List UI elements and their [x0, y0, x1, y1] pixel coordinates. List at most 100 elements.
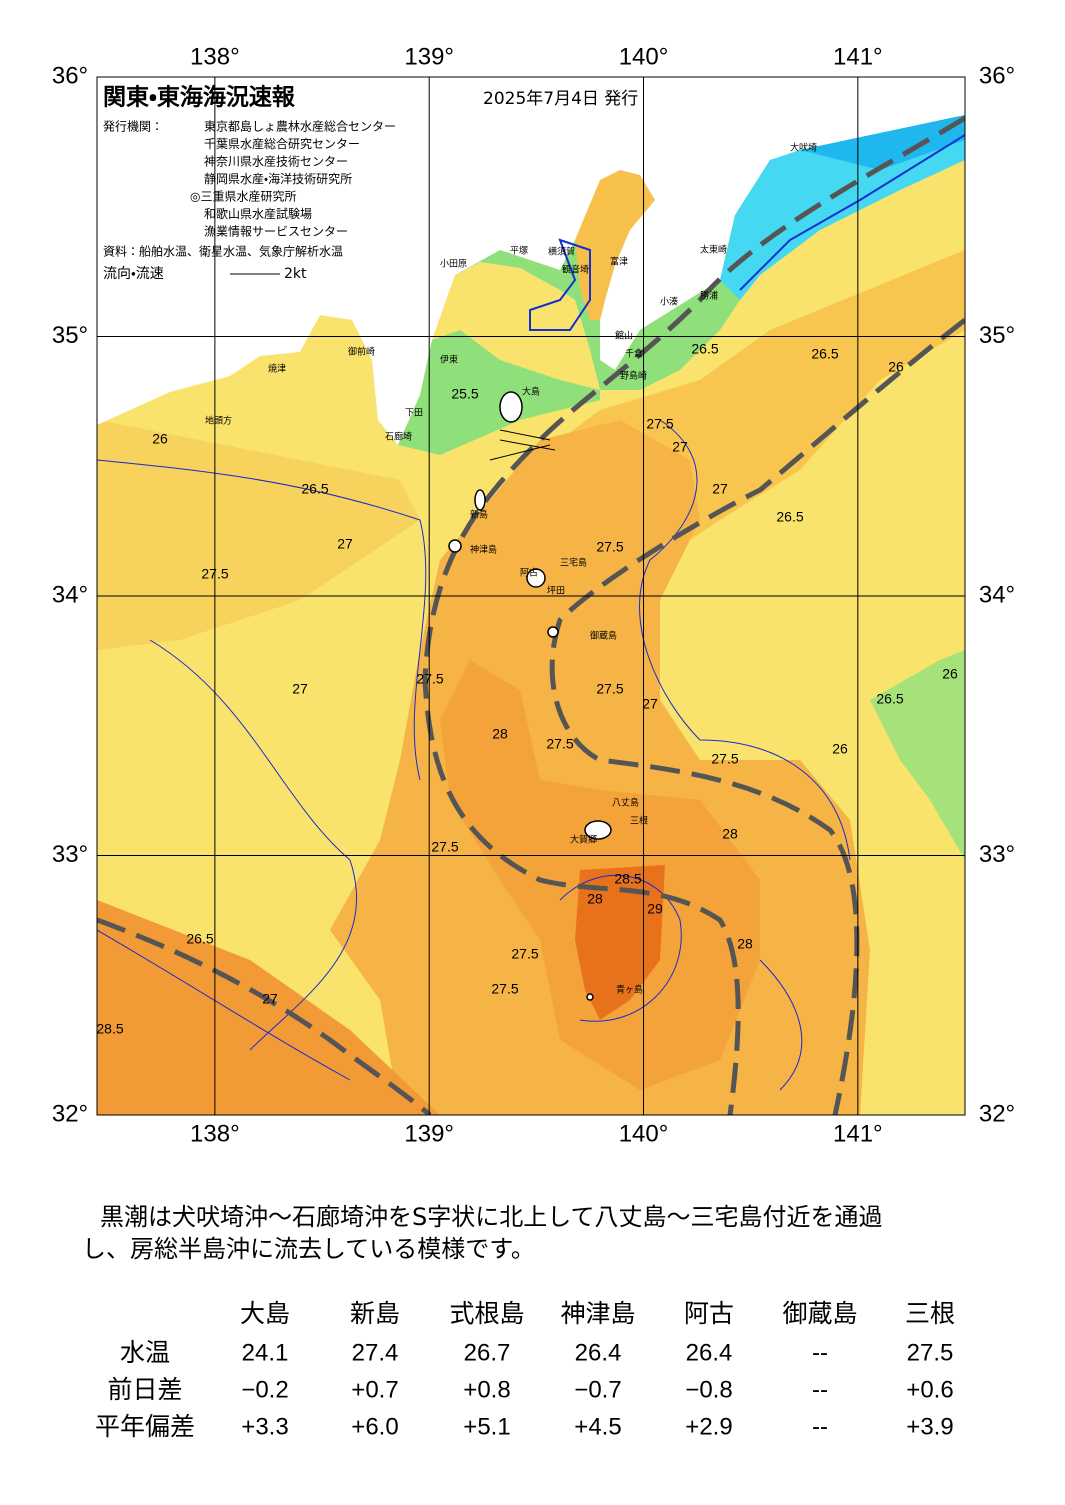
place-name: 焼津 [268, 364, 286, 375]
contour-label: 26.5 [876, 691, 903, 707]
contour-label: 28 [722, 826, 738, 842]
lat-tick-label: 33° [979, 841, 1015, 868]
contour-label: 26 [942, 666, 958, 682]
place-name: 地頭方 [205, 415, 232, 427]
place-name: 富津 [610, 256, 628, 268]
contour-label: 28 [492, 726, 508, 742]
contour-label: 26.5 [776, 509, 803, 525]
contour-label: 26.5 [301, 481, 328, 497]
contour-label: 25.5 [451, 386, 478, 402]
cell: 27.5 [907, 1339, 954, 1366]
contour-label: 27 [262, 991, 278, 1007]
issuer: 静岡県水産・海洋技術研究所 [204, 171, 352, 186]
cell: +0.6 [906, 1376, 953, 1403]
place-name: 八丈島 [612, 797, 639, 809]
issuer: 和歌山県水産試験場 [204, 206, 312, 221]
place-name: 御蔵島 [590, 630, 617, 642]
row-label: 水温 [120, 1338, 170, 1367]
place-name: 平塚 [510, 246, 528, 257]
lat-tick-label: 32° [52, 1100, 88, 1127]
place-name: 大島 [522, 386, 540, 398]
cell: +2.9 [685, 1413, 732, 1440]
contour-label: 28 [587, 891, 603, 907]
cell: 27.4 [352, 1339, 399, 1366]
cell: +3.9 [906, 1413, 953, 1440]
column-header: 三根 [905, 1299, 955, 1328]
issuer: 東京都島しょ農林水産総合センター [204, 119, 396, 134]
place-name: 三根 [630, 815, 648, 827]
sea-zone [575, 865, 665, 1020]
lat-tick-label: 33° [52, 841, 88, 868]
contour-label: 27.5 [431, 839, 458, 855]
lat-tick-label: 35° [52, 322, 88, 349]
lat-tick-label: 36° [979, 62, 1015, 89]
current-line [739, 134, 965, 291]
lat-tick-label: 34° [52, 581, 88, 608]
contour-label: 27.5 [546, 736, 573, 752]
place-name: 伊東 [440, 354, 458, 366]
place-name: 野島崎 [620, 370, 647, 382]
title: 関東・東海海況速報 [103, 84, 296, 111]
contour-label: 27.5 [646, 416, 673, 432]
issuers: 東京都島しょ農林水産総合センター千葉県水産総合研究センター神奈川県水産技術センタ… [190, 119, 396, 239]
contour-label: 29 [647, 901, 663, 917]
place-name: 小湊 [660, 296, 678, 308]
place-name: 石廊埼 [385, 431, 412, 443]
contour-label: 26.5 [691, 341, 718, 357]
place-name: 観音埼 [562, 264, 589, 276]
current-line [529, 238, 591, 331]
lon-tick-label: 139° [404, 1120, 454, 1147]
lon-tick-label: 141° [833, 43, 883, 70]
contour-label: 26.5 [186, 931, 213, 947]
place-name: 横須賀 [548, 246, 575, 258]
contour-label: 26 [888, 359, 904, 375]
contour-label: 26 [152, 431, 168, 447]
summary-line: 黒潮は犬吠埼沖～石廊埼沖をS字状に北上して八丈島～三宅島付近を通過 [100, 1203, 883, 1231]
contour-label: 27 [292, 681, 308, 697]
cell: +4.5 [574, 1413, 621, 1440]
ticks: 138° 138° 139° 139° 140° 140° 141° 141° 32° 32° 33… [52, 43, 1015, 1147]
place-name: 御前崎 [348, 346, 375, 358]
column-header: 御蔵島 [782, 1299, 857, 1328]
place-name: 阿古 [520, 567, 538, 579]
sea-zone [97, 420, 420, 650]
sea-zone [870, 650, 965, 860]
contour-label: 27.5 [596, 539, 623, 555]
place-name: 館山 [615, 330, 633, 342]
lat-tick-label: 35° [979, 322, 1015, 349]
contour-label: 27 [642, 696, 658, 712]
cell: +5.1 [463, 1413, 510, 1440]
isotherms [97, 419, 851, 1091]
place-name: 大吠埼 [790, 142, 817, 154]
lat-tick-label: 32° [979, 1100, 1015, 1127]
column-header: 大島 [240, 1299, 290, 1328]
contour-label: 27 [712, 481, 728, 497]
contour-label: 27 [337, 536, 353, 552]
place-name: 神津島 [470, 544, 497, 556]
lat-tick-label: 36° [52, 62, 88, 89]
contour-label: 28.5 [614, 871, 641, 887]
summary-line: し、房総半島沖に流去している模様です。 [82, 1235, 535, 1263]
coastal-zone [398, 240, 740, 455]
cell: -- [812, 1339, 828, 1366]
row-label: 前日差 [107, 1375, 182, 1404]
lon-tick-label: 140° [619, 1120, 669, 1147]
cell: +3.3 [241, 1413, 288, 1440]
column-header: 神津島 [560, 1299, 635, 1328]
issuer: 漁業情報サービスセンター [204, 225, 348, 239]
lon-tick-label: 140° [619, 43, 669, 70]
contour-label: 28.5 [96, 1021, 123, 1037]
cell: +6.0 [351, 1413, 398, 1440]
contour-label: 26 [832, 741, 848, 757]
issuer: 千葉県水産総合研究センター [204, 136, 360, 151]
column-header: 阿古 [684, 1299, 734, 1328]
place-name: 青ヶ島 [616, 984, 643, 996]
legend-scale: 2kt [284, 266, 307, 282]
place-name: 大賀郷 [570, 834, 597, 846]
cell: 26.4 [686, 1339, 733, 1366]
place-name: 三宅島 [560, 557, 587, 569]
lon-tick-label: 141° [833, 1120, 883, 1147]
contour-label: 27.5 [711, 751, 738, 767]
